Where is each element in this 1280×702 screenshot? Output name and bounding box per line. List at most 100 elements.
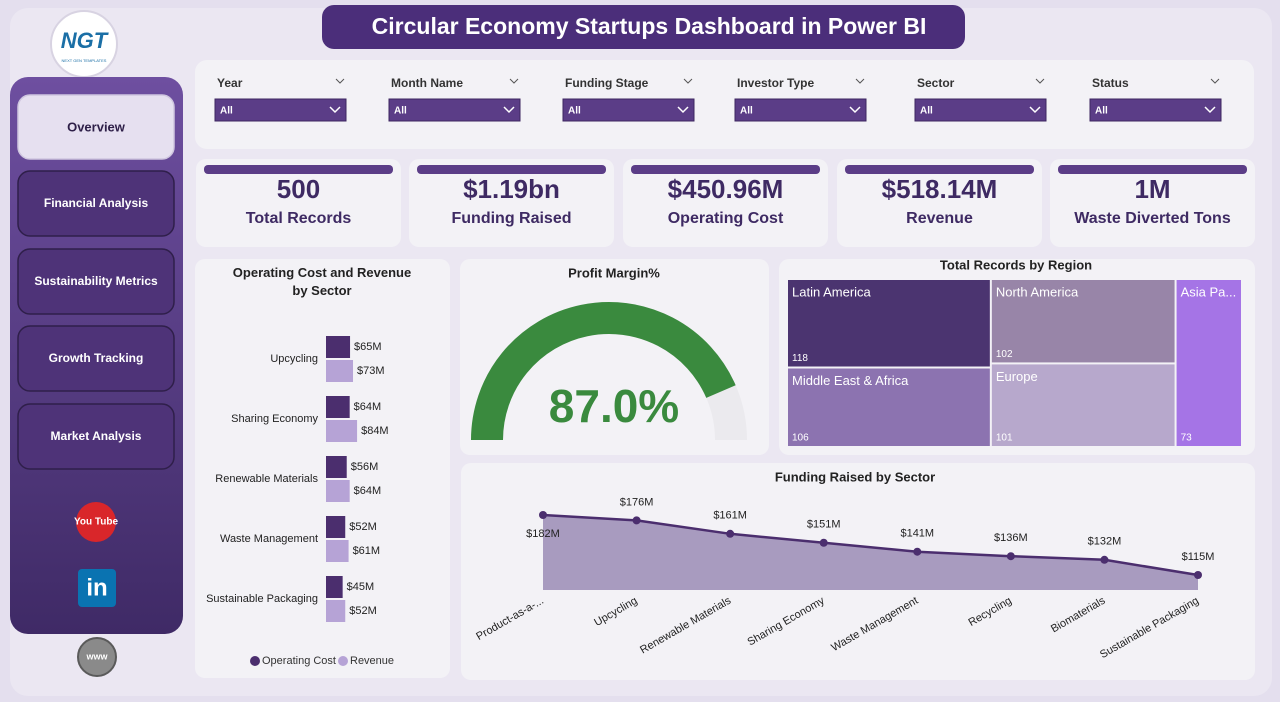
filter-value: All [568, 106, 581, 117]
web-icon[interactable] [77, 637, 117, 677]
panel [460, 259, 769, 455]
value-label: $65M [354, 341, 382, 353]
bar [326, 576, 343, 598]
kpi-value: $450.96M [668, 174, 784, 204]
youtube-text: You Tube [74, 517, 119, 528]
category-label: Upcycling [270, 353, 318, 365]
filter-chevron [677, 106, 689, 114]
filter-dropdown[interactable] [388, 98, 521, 122]
filter-value: All [740, 106, 753, 117]
kpi-value: 1M [1134, 174, 1170, 204]
point [726, 529, 735, 538]
value-label: $115M [1182, 551, 1215, 563]
filter-label: Funding Stage [565, 76, 649, 90]
filter-value: All [394, 106, 407, 117]
tile-label: Asia Pa... [1181, 284, 1237, 299]
logo-subtext: NEXT GEN TEMPLATES [62, 58, 107, 63]
linkedin-text: in [86, 574, 107, 601]
filter-dropdown[interactable] [1089, 98, 1222, 122]
value-label: $45M [347, 581, 375, 593]
tile-value: 106 [792, 433, 809, 444]
point [632, 516, 641, 525]
value-label: $151M [807, 519, 841, 531]
filter-chevron [1210, 78, 1220, 84]
tile-label: Middle East & Africa [792, 373, 909, 388]
treemap-tile [788, 280, 990, 367]
filter-label: Month Name [391, 76, 463, 90]
value-label: $64M [354, 485, 382, 497]
legend-label: Revenue [350, 655, 394, 667]
nav-label: Overview [67, 119, 126, 134]
filter-chevron [335, 78, 345, 84]
logo-text: NGT [61, 28, 109, 53]
chart-title: Total Records by Region [940, 257, 1092, 272]
kpi-value: 500 [277, 174, 320, 204]
nav-label: Market Analysis [51, 429, 142, 443]
tile-label: Latin America [792, 284, 872, 299]
tile-label: Europe [996, 369, 1038, 384]
kpi-stripe [204, 165, 393, 174]
title-banner [322, 5, 965, 49]
filter-dropdown[interactable] [734, 98, 867, 122]
treemap-tile [991, 364, 1175, 446]
filter-label: Investor Type [737, 76, 814, 90]
filter-chevron [683, 78, 693, 84]
filter-chevron [855, 78, 865, 84]
filter-dropdown[interactable] [214, 98, 347, 122]
filter-dropdown[interactable] [914, 98, 1047, 122]
tile-value: 101 [996, 433, 1013, 444]
value-label: $61M [353, 545, 381, 557]
gauge-bar [471, 302, 736, 441]
kpi-value: $1.19bn [463, 174, 560, 204]
value-label: $161M [713, 510, 747, 522]
treemap-tile [991, 280, 1175, 363]
chart-title: Profit Margin% [568, 265, 660, 280]
kpi-label: Total Records [246, 210, 352, 227]
kpi-stripe [845, 165, 1034, 174]
chart-title: Operating Cost and Revenue by Sector [233, 265, 411, 298]
value-label: $176M [620, 496, 654, 508]
filter-value: All [920, 106, 933, 117]
nav-button[interactable] [17, 325, 175, 392]
filter-chevron [1029, 106, 1041, 114]
nav-label: Growth Tracking [49, 351, 144, 365]
filter-label: Year [217, 76, 243, 90]
filter-dropdown[interactable] [562, 98, 695, 122]
value-label: $52M [349, 605, 377, 617]
chart-title: Funding Raised by Sector [775, 469, 935, 484]
nav-button[interactable] [17, 170, 175, 237]
point [1006, 552, 1015, 561]
linkedin-icon[interactable] [78, 569, 116, 607]
legend-marker [338, 656, 348, 666]
nav-button[interactable] [17, 248, 175, 315]
bar [326, 456, 347, 478]
filter-value: All [1095, 106, 1108, 117]
filter-chevron [1204, 106, 1216, 114]
filter-chevron [509, 78, 519, 84]
category-label: Sustainable Packaging [206, 593, 318, 605]
panel [195, 259, 450, 678]
nav-button[interactable] [17, 403, 175, 470]
kpi-card [409, 159, 614, 247]
nav-button[interactable] [17, 94, 175, 160]
kpi-label: Revenue [906, 210, 973, 227]
legend-label: Operating Cost [262, 655, 336, 667]
tile-value: 118 [792, 353, 808, 364]
tile-value: 73 [1181, 433, 1193, 444]
value-label: $56M [351, 461, 379, 473]
point [819, 538, 828, 547]
bar [326, 516, 346, 538]
bar [326, 480, 350, 502]
bar [326, 360, 354, 382]
value-label: $84M [361, 425, 389, 437]
bar [326, 336, 351, 358]
point [539, 511, 547, 519]
nav-label: Sustainability Metrics [34, 274, 158, 288]
kpi-stripe [1058, 165, 1247, 174]
kpi-label: Waste Diverted Tons [1074, 210, 1231, 227]
youtube-icon[interactable] [76, 502, 116, 542]
filter-label: Status [1092, 76, 1129, 90]
kpi-card [837, 159, 1042, 247]
point [1100, 555, 1109, 564]
dashboard-title: Circular Economy Startups Dashboard in P… [372, 13, 927, 39]
